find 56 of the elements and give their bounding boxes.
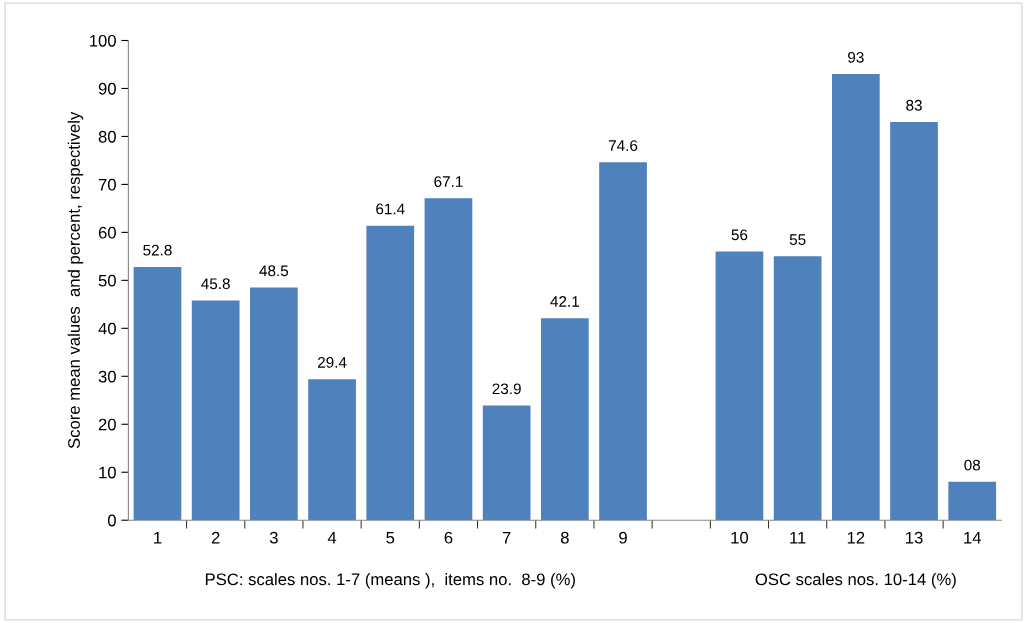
data-label: 23.9: [492, 383, 521, 395]
bar: [599, 162, 647, 521]
data-label: 67.1: [434, 176, 463, 187]
data-label: 93: [848, 51, 864, 63]
x-tick-label: 14: [964, 531, 982, 544]
y-tick-label: 40: [98, 322, 116, 335]
bar: [831, 74, 880, 521]
x-tick-label: 2: [211, 531, 220, 544]
bar: [890, 122, 938, 521]
y-tick-label: 60: [98, 226, 116, 239]
y-axis-title: Score mean values and percent, respectively: [67, 111, 84, 449]
bar: [482, 405, 531, 521]
data-label: 42.1: [550, 296, 579, 307]
x-tick-label: 9: [619, 531, 627, 544]
x-tick-label: 7: [502, 531, 511, 544]
bar: [540, 318, 589, 521]
bar: [715, 251, 764, 521]
x-tick-label: 13: [906, 531, 923, 544]
x-tick-label: 4: [327, 531, 337, 544]
data-label: 56: [731, 229, 748, 241]
data-label: 55: [789, 234, 806, 246]
x-tick-label: 10: [731, 531, 749, 544]
bar: [308, 379, 356, 521]
data-label: 83: [906, 99, 922, 111]
y-tick-label: 30: [98, 370, 116, 383]
y-tick-label: 80: [98, 130, 116, 143]
bar: [773, 256, 822, 521]
x-tick-label: 3: [269, 531, 278, 544]
data-label: 61.4: [376, 203, 405, 215]
bar: [191, 300, 240, 521]
bar: [250, 287, 298, 521]
data-label: 29.4: [317, 357, 347, 368]
text: OSC scales nos. 10-14 (%): [755, 572, 956, 589]
data-label: 08: [964, 459, 981, 471]
x-tick-label: 12: [847, 531, 865, 544]
y-tick-label: 100: [90, 34, 116, 47]
data-label: 48.5: [259, 265, 289, 277]
text: PSC: scales nos. 1-7 (means ), items no. 8-9 (%): [205, 572, 575, 589]
y-tick-label: 0: [107, 514, 116, 527]
y-tick-label: 50: [98, 274, 116, 287]
bar: [366, 225, 415, 521]
data-label: 52.8: [143, 244, 172, 256]
y-tick-label: 70: [98, 178, 116, 191]
x-tick-label: 5: [386, 531, 395, 544]
bar: [948, 481, 997, 521]
x-tick-label: 8: [560, 531, 569, 544]
bar: [133, 266, 182, 521]
data-label: 74.6: [608, 140, 638, 151]
x-tick-label: 11: [790, 531, 806, 544]
y-tick-label: 90: [98, 82, 116, 95]
data-label: 45.8: [201, 278, 230, 290]
x-tick-label: 6: [444, 531, 453, 544]
y-tick-label: 10: [99, 466, 116, 479]
bar: [424, 198, 473, 521]
y-tick-label: 20: [98, 418, 116, 431]
x-tick-label: 1: [154, 531, 162, 544]
